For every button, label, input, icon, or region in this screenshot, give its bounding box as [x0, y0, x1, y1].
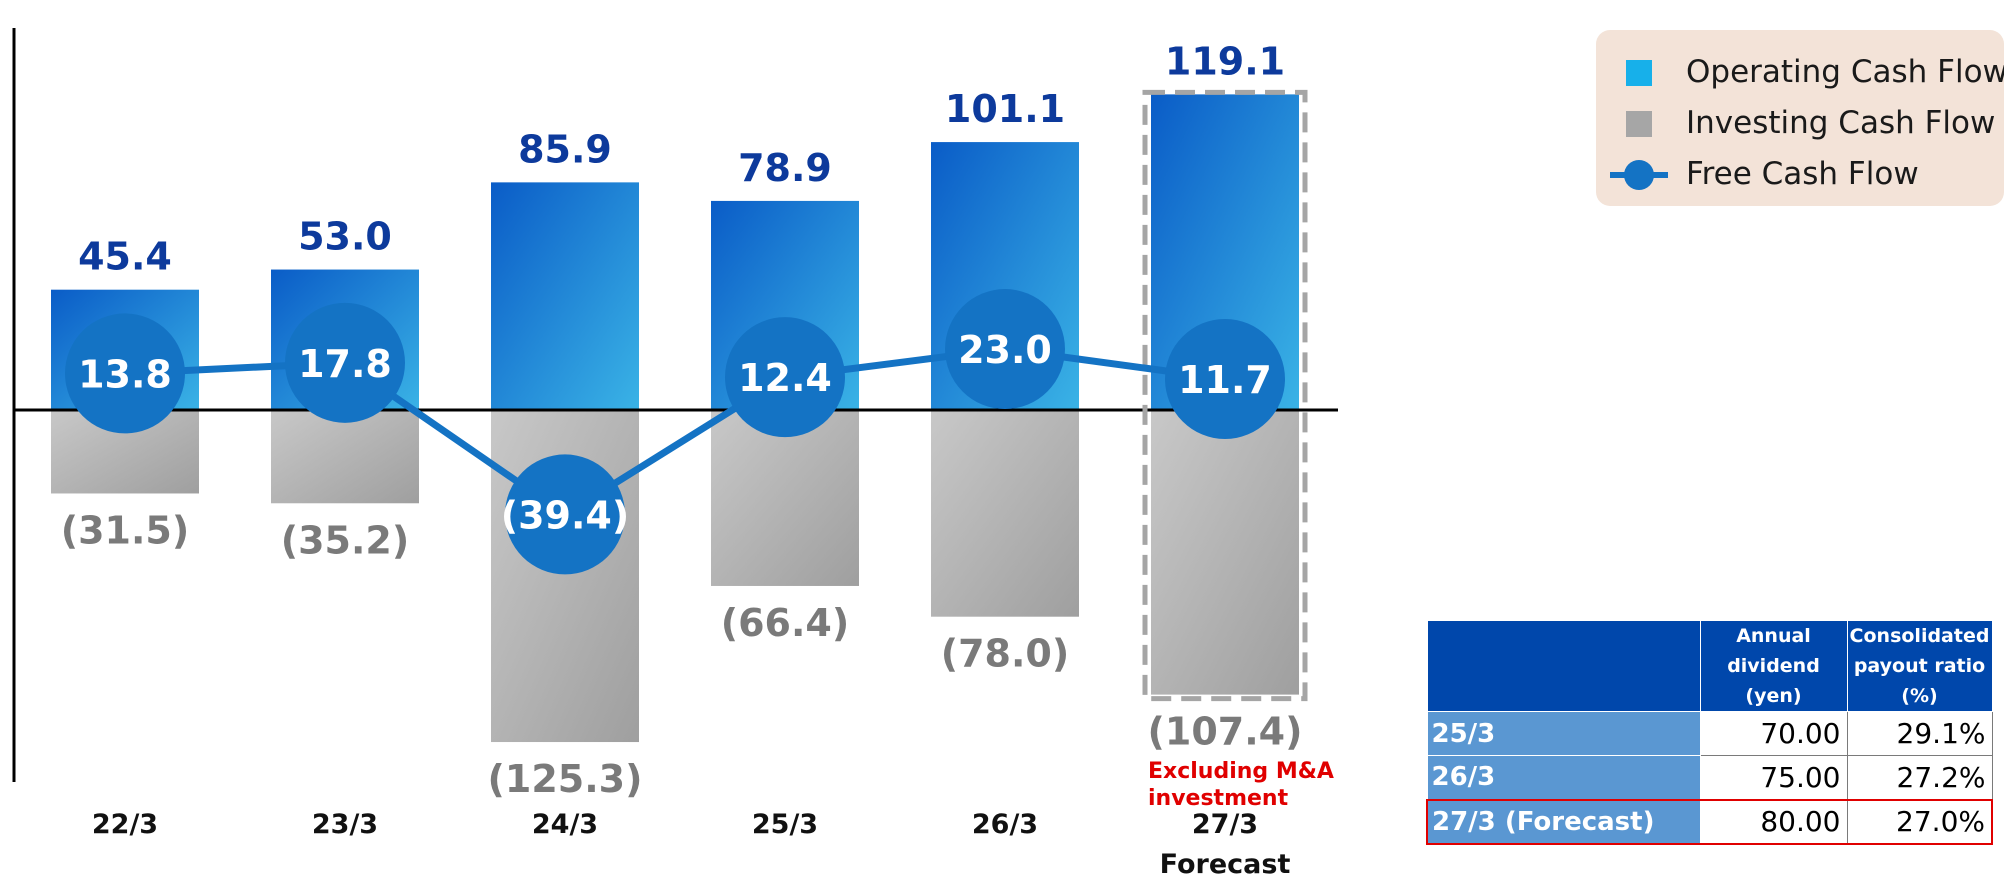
header-payout-ratio: Consolidated payout ratio (%)	[1846, 620, 1993, 712]
legend-swatch-operating	[1626, 60, 1652, 86]
bar-operating-24/3	[491, 182, 639, 410]
legend-item-investing: Investing Cash Flow	[1596, 99, 2004, 149]
table-row: 25/3 70.00 29.1%	[1426, 711, 1993, 756]
label-operating-23/3: 53.0	[298, 215, 392, 259]
forecast-sublabel: Forecast	[1160, 849, 1291, 874]
fcf-marker-22/3	[65, 313, 185, 434]
bar-investing-23/3	[271, 410, 419, 504]
table-row-forecast: 27/3 (Forecast) 80.00 27.0%	[1426, 798, 1993, 845]
legend-marker-fcf	[1624, 160, 1654, 190]
x-tick-label-22/3: 22/3	[92, 809, 158, 840]
header-line: payout ratio	[1853, 655, 1986, 677]
row-label: 25/3	[1426, 711, 1701, 756]
header-annual-dividend: Annual dividend (yen)	[1699, 620, 1848, 712]
header-blank	[1426, 620, 1701, 712]
legend-label-investing: Investing Cash Flow	[1686, 105, 1996, 141]
dividend-table-header: Annual dividend (yen) Consolidated payou…	[1426, 620, 1993, 712]
fcf-label-25/3: 12.4	[738, 356, 832, 400]
label-investing-22/3: (31.5)	[61, 508, 190, 552]
row-label: 26/3	[1426, 755, 1701, 800]
x-tick-label-24/3: 24/3	[532, 809, 598, 840]
payout-value: 27.2%	[1846, 755, 1993, 800]
fcf-label-26/3: 23.0	[958, 328, 1052, 372]
label-operating-22/3: 45.4	[78, 235, 172, 279]
fcf-line-layer: 13.8 17.8 (39.4) 12.4 23.0 11.7	[65, 289, 1285, 575]
bars-layer	[51, 94, 1299, 743]
dividend-value: 75.00	[1699, 755, 1848, 800]
table-row: 26/3 75.00 27.2%	[1426, 755, 1993, 800]
fcf-marker-23/3	[285, 302, 405, 423]
bar-investing-25/3	[711, 410, 859, 586]
header-line: (%)	[1901, 685, 1938, 707]
fcf-marker-27/3	[1165, 318, 1285, 439]
dividend-table: Annual dividend (yen) Consolidated payou…	[1426, 620, 1993, 845]
label-investing-23/3: (35.2)	[281, 518, 410, 562]
fcf-label-24/3: (39.4)	[501, 493, 630, 537]
row-label: 27/3 (Forecast)	[1426, 798, 1701, 845]
bar-investing-27/3	[1151, 410, 1299, 695]
header-line: (yen)	[1745, 685, 1802, 707]
dividend-value: 70.00	[1699, 711, 1848, 756]
legend-label-fcf: Free Cash Flow	[1686, 156, 1919, 192]
fcf-label-22/3: 13.8	[78, 352, 172, 396]
x-tick-label-23/3: 23/3	[312, 809, 378, 840]
x-tick-label-26/3: 26/3	[972, 809, 1038, 840]
cash-flow-chart: 13.8 17.8 (39.4) 12.4 23.0 11.7 45.4 (31.5) 22/…	[12, 28, 1338, 874]
legend-swatch-investing	[1626, 111, 1652, 137]
label-investing-24/3: (125.3)	[488, 757, 643, 801]
fcf-marker-25/3	[725, 317, 845, 438]
legend-item-fcf: Free Cash Flow	[1596, 150, 2004, 200]
x-tick-label-27/3: 27/3	[1192, 809, 1258, 840]
header-line: Consolidated	[1849, 625, 1990, 647]
label-operating-24/3: 85.9	[518, 127, 612, 171]
payout-value: 27.0%	[1846, 798, 1993, 845]
bar-investing-26/3	[931, 410, 1079, 617]
forecast-highlight-box	[1142, 89, 1308, 702]
legend: Operating Cash Flow Investing Cash Flow …	[1596, 30, 2004, 206]
annotation-line-1: Excluding M&A	[1148, 759, 1334, 784]
label-investing-26/3: (78.0)	[941, 632, 1070, 676]
labels-layer: 45.4 (31.5) 22/3 53.0 (35.2) 23/3 85.9 (125.3) 2…	[61, 39, 1334, 874]
fcf-label-23/3: 17.8	[298, 342, 392, 386]
annotation-line-2: investment	[1148, 786, 1289, 811]
payout-value: 29.1%	[1846, 711, 1993, 756]
legend-label-operating: Operating Cash Flow	[1686, 54, 2004, 90]
header-line: Annual	[1736, 625, 1811, 647]
x-tick-label-25/3: 25/3	[752, 809, 818, 840]
label-operating-27/3: 119.1	[1165, 39, 1285, 83]
label-operating-26/3: 101.1	[945, 87, 1065, 131]
label-investing-27/3: (107.4)	[1148, 710, 1303, 754]
label-investing-25/3: (66.4)	[721, 601, 850, 645]
fcf-marker-26/3	[945, 289, 1065, 410]
header-line: dividend	[1727, 655, 1820, 677]
fcf-marker-24/3	[505, 454, 625, 575]
label-operating-25/3: 78.9	[738, 146, 832, 190]
fcf-label-27/3: 11.7	[1178, 358, 1272, 402]
dividend-value: 80.00	[1699, 798, 1848, 845]
legend-item-operating: Operating Cash Flow	[1596, 48, 2004, 98]
